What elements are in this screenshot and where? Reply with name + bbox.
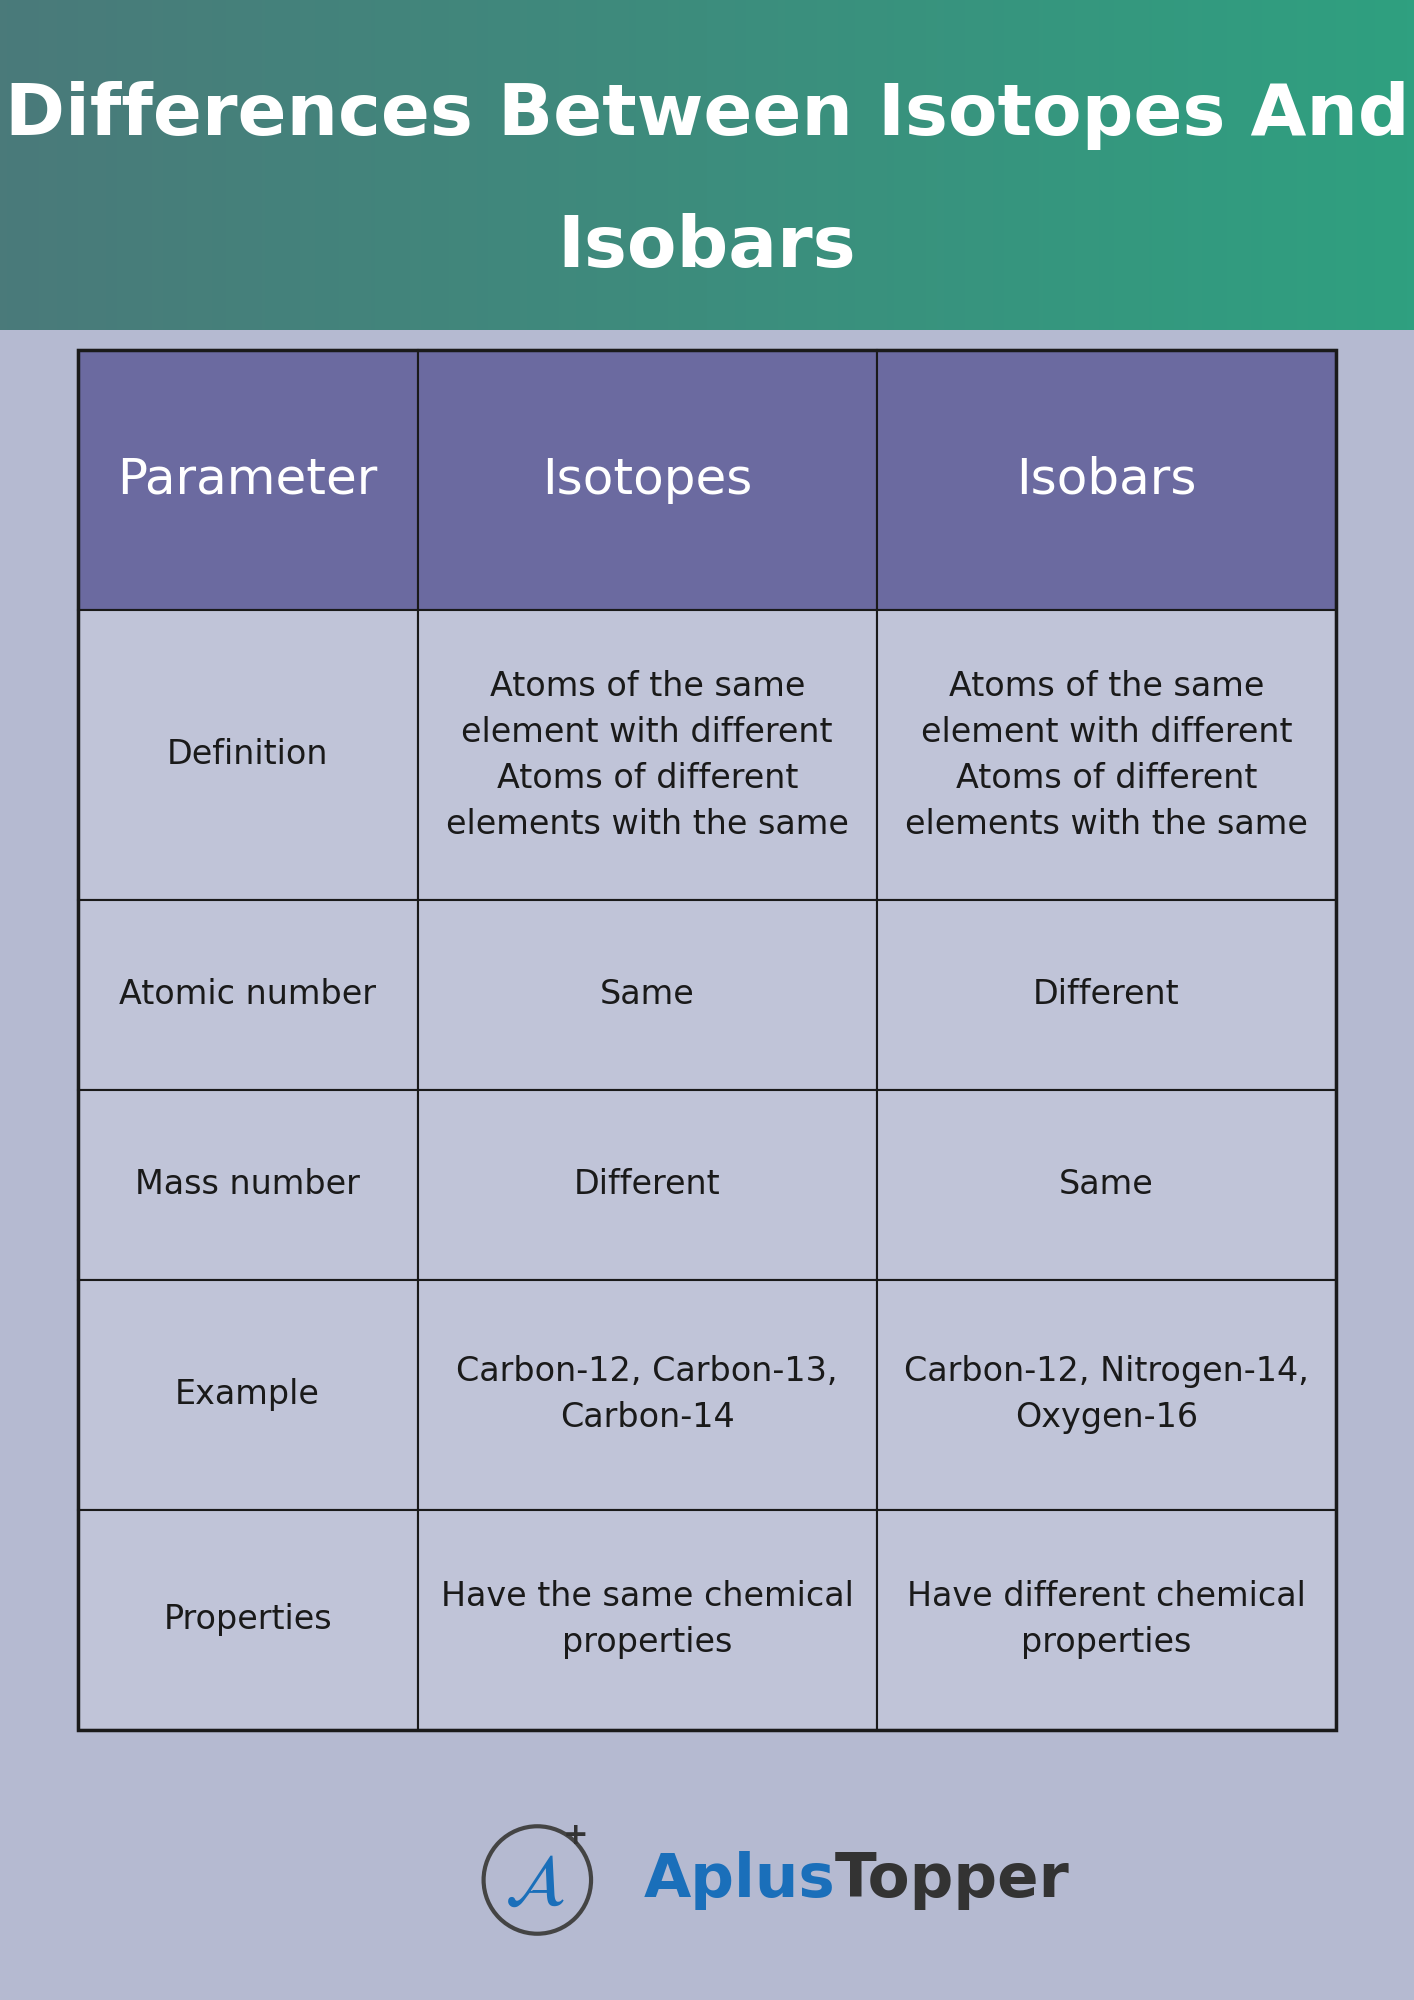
FancyBboxPatch shape <box>877 1090 1336 1280</box>
Text: Have different chemical
properties: Have different chemical properties <box>908 1580 1307 1660</box>
FancyBboxPatch shape <box>78 610 417 900</box>
Text: Properties: Properties <box>164 1604 332 1636</box>
FancyBboxPatch shape <box>78 350 417 610</box>
Text: Aplus: Aplus <box>643 1850 836 1910</box>
FancyBboxPatch shape <box>78 1090 417 1280</box>
FancyBboxPatch shape <box>78 1510 417 1730</box>
Text: Different: Different <box>1034 978 1179 1012</box>
FancyBboxPatch shape <box>417 900 877 1090</box>
FancyBboxPatch shape <box>417 1090 877 1280</box>
FancyBboxPatch shape <box>877 610 1336 900</box>
Text: Carbon-12, Carbon-13,
Carbon-14: Carbon-12, Carbon-13, Carbon-14 <box>457 1356 839 1434</box>
Text: $\mathcal{A}$: $\mathcal{A}$ <box>505 1850 564 1918</box>
FancyBboxPatch shape <box>78 1280 417 1510</box>
Text: Same: Same <box>1059 1168 1154 1202</box>
Text: Same: Same <box>600 978 694 1012</box>
Text: Definition: Definition <box>167 738 328 772</box>
Text: Parameter: Parameter <box>117 456 378 504</box>
Text: Differences Between Isotopes And: Differences Between Isotopes And <box>4 80 1410 150</box>
Text: Mass number: Mass number <box>136 1168 361 1202</box>
FancyBboxPatch shape <box>877 1280 1336 1510</box>
Text: +: + <box>563 1822 588 1850</box>
FancyBboxPatch shape <box>78 900 417 1090</box>
FancyBboxPatch shape <box>417 610 877 900</box>
Text: Isobars: Isobars <box>557 212 857 282</box>
Text: Isobars: Isobars <box>1017 456 1196 504</box>
Text: Topper: Topper <box>834 1850 1069 1910</box>
Text: Different: Different <box>574 1168 721 1202</box>
Text: Have the same chemical
properties: Have the same chemical properties <box>441 1580 854 1660</box>
FancyBboxPatch shape <box>417 1510 877 1730</box>
FancyBboxPatch shape <box>877 900 1336 1090</box>
FancyBboxPatch shape <box>877 1510 1336 1730</box>
Text: Atoms of the same
element with different
Atoms of different
elements with the sa: Atoms of the same element with different… <box>905 670 1308 840</box>
FancyBboxPatch shape <box>417 350 877 610</box>
FancyBboxPatch shape <box>877 350 1336 610</box>
Text: Carbon-12, Nitrogen-14,
Oxygen-16: Carbon-12, Nitrogen-14, Oxygen-16 <box>904 1356 1309 1434</box>
FancyBboxPatch shape <box>417 1280 877 1510</box>
Text: Atomic number: Atomic number <box>119 978 376 1012</box>
Text: Isotopes: Isotopes <box>542 456 752 504</box>
Text: Atoms of the same
element with different
Atoms of different
elements with the sa: Atoms of the same element with different… <box>445 670 848 840</box>
Text: Example: Example <box>175 1378 320 1412</box>
